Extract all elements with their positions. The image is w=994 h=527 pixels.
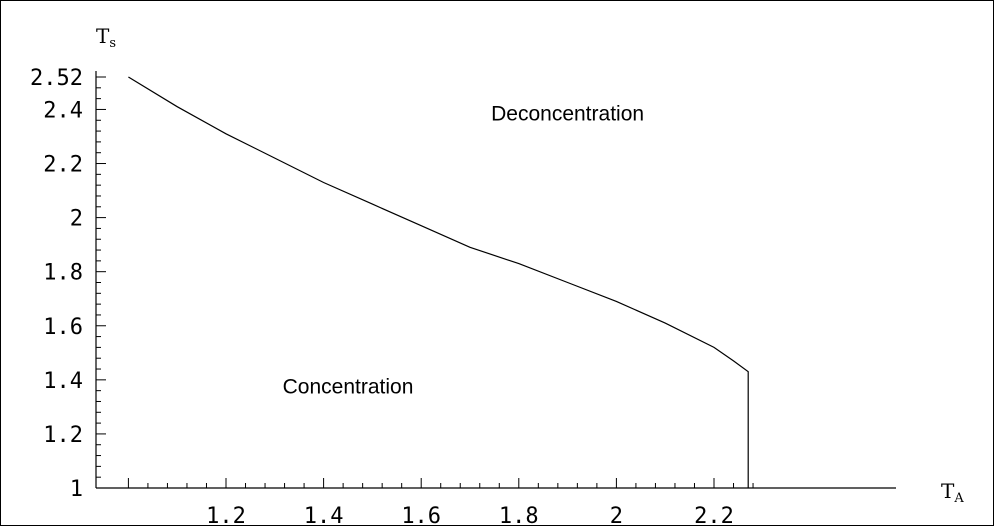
y-tick-label: 1.2 bbox=[43, 423, 83, 448]
y-tick-label: 1.4 bbox=[43, 369, 83, 394]
y-tick-label: 1.6 bbox=[43, 315, 83, 340]
ticks bbox=[96, 76, 754, 489]
y-tick-label: 2.2 bbox=[43, 153, 83, 178]
axis-titles: TA Ts bbox=[96, 24, 964, 506]
annotations: Deconcentration Concentration bbox=[283, 102, 644, 398]
x-tick-label: 1.8 bbox=[499, 504, 539, 527]
x-tick-label: 1.2 bbox=[206, 504, 246, 527]
x-tick-label: 2 bbox=[610, 504, 623, 527]
y-tick-label: 1.8 bbox=[43, 261, 83, 286]
series-group bbox=[128, 76, 749, 488]
y-tick-label: 1 bbox=[70, 477, 83, 502]
axes bbox=[95, 71, 896, 489]
x-axis-title: TA bbox=[941, 479, 964, 506]
y-tick-label: 2 bbox=[70, 207, 83, 232]
region-label: Deconcentration bbox=[491, 102, 644, 125]
y-tick-label: 2.4 bbox=[43, 98, 83, 123]
y-axis-title: Ts bbox=[96, 24, 116, 51]
boundary-line bbox=[128, 76, 749, 488]
y-tick-label: 2.52 bbox=[30, 66, 83, 91]
region-label: Concentration bbox=[283, 375, 414, 398]
x-tick-label: 2.2 bbox=[694, 504, 734, 527]
tick-labels: 1.2 1.4 1.6 1.8 2 2.2 1 1.2 1.4 1.6 1.8 2 2.2 2.4 2.52 bbox=[30, 66, 734, 527]
x-tick-label: 1.4 bbox=[304, 504, 344, 527]
x-tick-label: 1.6 bbox=[401, 504, 441, 527]
